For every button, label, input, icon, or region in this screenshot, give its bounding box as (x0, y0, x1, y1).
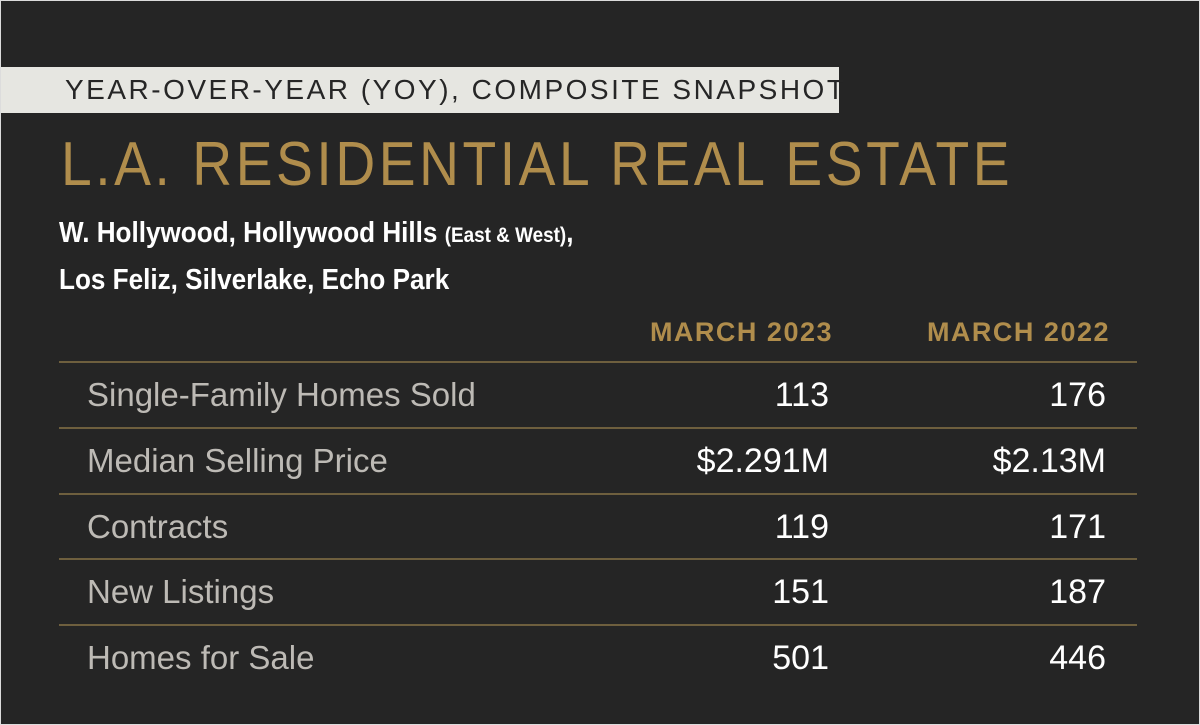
row-label: Single-Family Homes Sold (87, 376, 476, 413)
table-row: Contracts 119 171 (59, 495, 1137, 559)
table-divider (59, 493, 1137, 495)
column-header-march-2023: MARCH 2023 (649, 317, 833, 347)
table-divider (59, 624, 1137, 626)
row-label: Median Selling Price (87, 442, 388, 479)
page-title: L.A. RESIDENTIAL REAL ESTATE (61, 130, 1014, 199)
table-row: Single-Family Homes Sold 113 176 (59, 363, 1137, 427)
value-march-2022: 171 (1049, 508, 1106, 546)
subtitle-note: (East & West) (444, 224, 567, 247)
table-divider (59, 361, 1137, 363)
value-march-2022: 176 (1049, 376, 1106, 414)
value-march-2023: 113 (774, 376, 829, 414)
value-march-2023: 501 (772, 639, 829, 677)
subtitle-areas-1: W. Hollywood, Hollywood Hills (59, 217, 438, 249)
value-march-2023: 119 (774, 508, 829, 546)
subtitle-line-2: Los Feliz, Silverlake, Echo Park (59, 264, 450, 296)
row-label: Contracts (87, 508, 229, 545)
row-label: Homes for Sale (87, 639, 315, 676)
subtitle-comma: , (566, 217, 574, 249)
value-march-2022: 187 (1049, 573, 1106, 611)
table-row: Median Selling Price $2.291M $2.13M (59, 429, 1137, 493)
column-header-march-2022: MARCH 2022 (926, 317, 1110, 347)
subtitle-line-1: W. Hollywood, Hollywood Hills (East & We… (59, 213, 573, 256)
value-march-2022: $2.13M (992, 442, 1106, 480)
table-row: Homes for Sale 501 446 (59, 626, 1137, 690)
value-march-2023: $2.291M (696, 442, 829, 480)
value-march-2023: 151 (772, 573, 829, 611)
table-row: New Listings 151 187 (59, 560, 1137, 624)
snapshot-banner: YEAR-OVER-YEAR (YOY), COMPOSITE SNAPSHOT (1, 67, 844, 113)
table-divider (59, 427, 1137, 429)
value-march-2022: 446 (1049, 639, 1106, 677)
row-label: New Listings (87, 573, 275, 610)
table-divider (59, 558, 1137, 560)
